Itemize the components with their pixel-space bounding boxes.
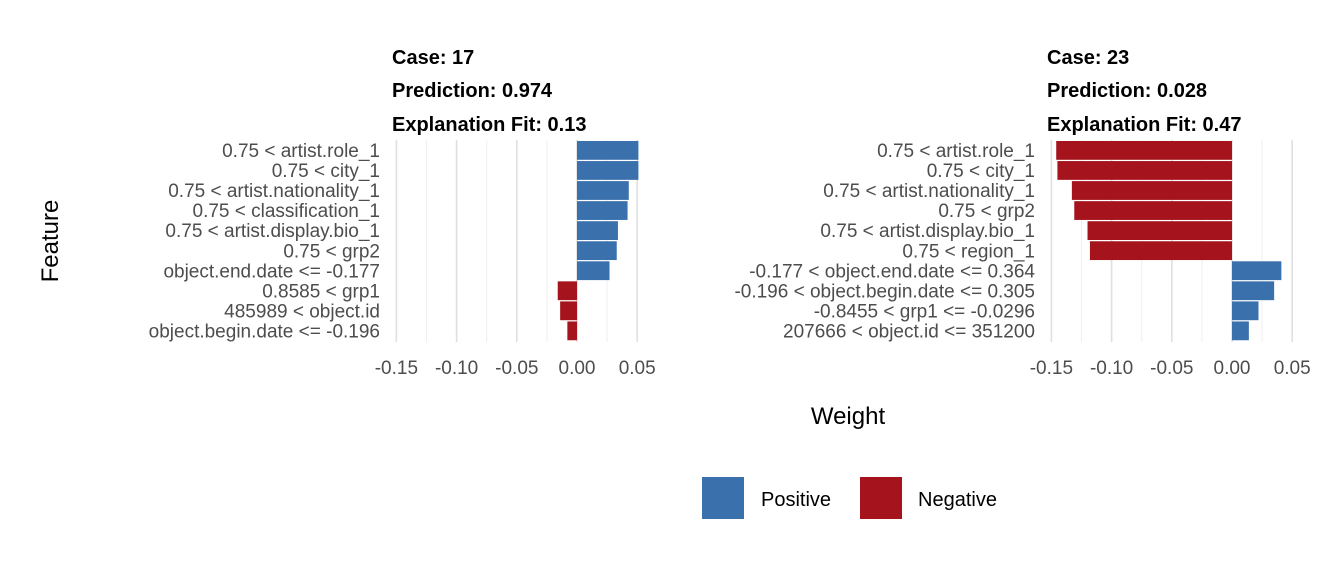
feature-label: 207666 < object.id <= 351200	[783, 321, 1035, 342]
y-axis-title: Feature	[37, 200, 64, 283]
x-tick-label: 0.05	[1274, 358, 1311, 379]
legend-label-positive: Positive	[761, 489, 831, 511]
feature-label: 485989 < object.id	[224, 301, 380, 322]
feature-label: 0.75 < city_1	[272, 161, 380, 182]
feature-bar	[1087, 221, 1232, 240]
x-axis-title: Weight	[811, 403, 886, 430]
feature-bar	[577, 241, 617, 261]
panel-case-title: Case: 17	[392, 47, 474, 69]
panel-fit-title: Explanation Fit: 0.13	[392, 114, 586, 136]
feature-label: 0.75 < city_1	[927, 161, 1035, 182]
feature-bar	[577, 181, 629, 200]
x-tick-label: -0.10	[1090, 358, 1133, 379]
feature-bar	[1232, 281, 1275, 301]
feature-bar	[1057, 161, 1232, 180]
feature-label: 0.75 < artist.role_1	[877, 141, 1035, 162]
feature-label: 0.75 < artist.role_1	[222, 141, 380, 162]
feature-bar	[577, 141, 639, 160]
feature-label: object.end.date <= -0.177	[163, 261, 380, 282]
x-tick-label: -0.05	[1150, 358, 1193, 379]
panel-case-2: -0.15 -0.10 -0.05 0.00 0.05 Case: 23 Predictio…	[734, 47, 1310, 379]
feature-bar	[567, 321, 577, 341]
legend-label-negative: Negative	[918, 489, 997, 511]
panel-prediction-title: Prediction: 0.028	[1047, 80, 1207, 102]
feature-bar	[557, 281, 577, 301]
panel-case-title: Case: 23	[1047, 47, 1129, 69]
feature-bar	[577, 221, 618, 240]
x-tick-label: -0.05	[495, 358, 538, 379]
x-tick-label: 0.00	[1214, 358, 1251, 379]
panel-prediction-title: Prediction: 0.974	[392, 80, 553, 102]
feature-label: -0.196 < object.begin.date <= 0.305	[734, 281, 1035, 302]
legend: Positive Negative	[702, 477, 997, 519]
feature-label: -0.8455 < grp1 <= -0.0296	[814, 301, 1035, 322]
feature-label: -0.177 < object.end.date <= 0.364	[749, 261, 1035, 282]
feature-bar	[577, 261, 610, 281]
feature-bar	[577, 161, 639, 180]
feature-label: 0.75 < artist.display.bio_1	[165, 221, 380, 242]
feature-bar	[560, 301, 577, 321]
feature-bar	[1232, 321, 1249, 341]
feature-bar	[1089, 241, 1232, 261]
panel-fit-title: Explanation Fit: 0.47	[1047, 114, 1241, 136]
feature-bar	[1056, 141, 1232, 160]
legend-swatch-positive	[702, 477, 744, 519]
feature-label: 0.75 < grp2	[938, 201, 1035, 222]
feature-label: object.begin.date <= -0.196	[149, 321, 380, 342]
x-tick-label: 0.05	[619, 358, 656, 379]
x-tick-label: -0.15	[375, 358, 418, 379]
legend-swatch-negative	[860, 477, 902, 519]
feature-label: 0.75 < artist.nationality_1	[168, 181, 380, 202]
feature-label: 0.75 < artist.nationality_1	[823, 181, 1035, 202]
feature-label: 0.75 < grp2	[283, 241, 380, 262]
feature-bar	[1232, 301, 1259, 321]
feature-label: 0.75 < artist.display.bio_1	[820, 221, 1035, 242]
x-tick-label: -0.10	[435, 358, 478, 379]
feature-label: 0.75 < region_1	[902, 241, 1035, 262]
feature-bar	[1074, 201, 1232, 220]
feature-label: 0.8585 < grp1	[262, 281, 380, 302]
feature-bar	[1232, 261, 1282, 281]
x-tick-label: -0.15	[1030, 358, 1073, 379]
feature-label: 0.75 < classification_1	[193, 201, 380, 222]
feature-bar	[577, 201, 628, 220]
feature-bar	[1071, 181, 1232, 200]
x-tick-label: 0.00	[559, 358, 596, 379]
panel-case-1: -0.15 -0.10 -0.05 0.00 0.05 Case: 17 Predictio…	[149, 47, 656, 379]
